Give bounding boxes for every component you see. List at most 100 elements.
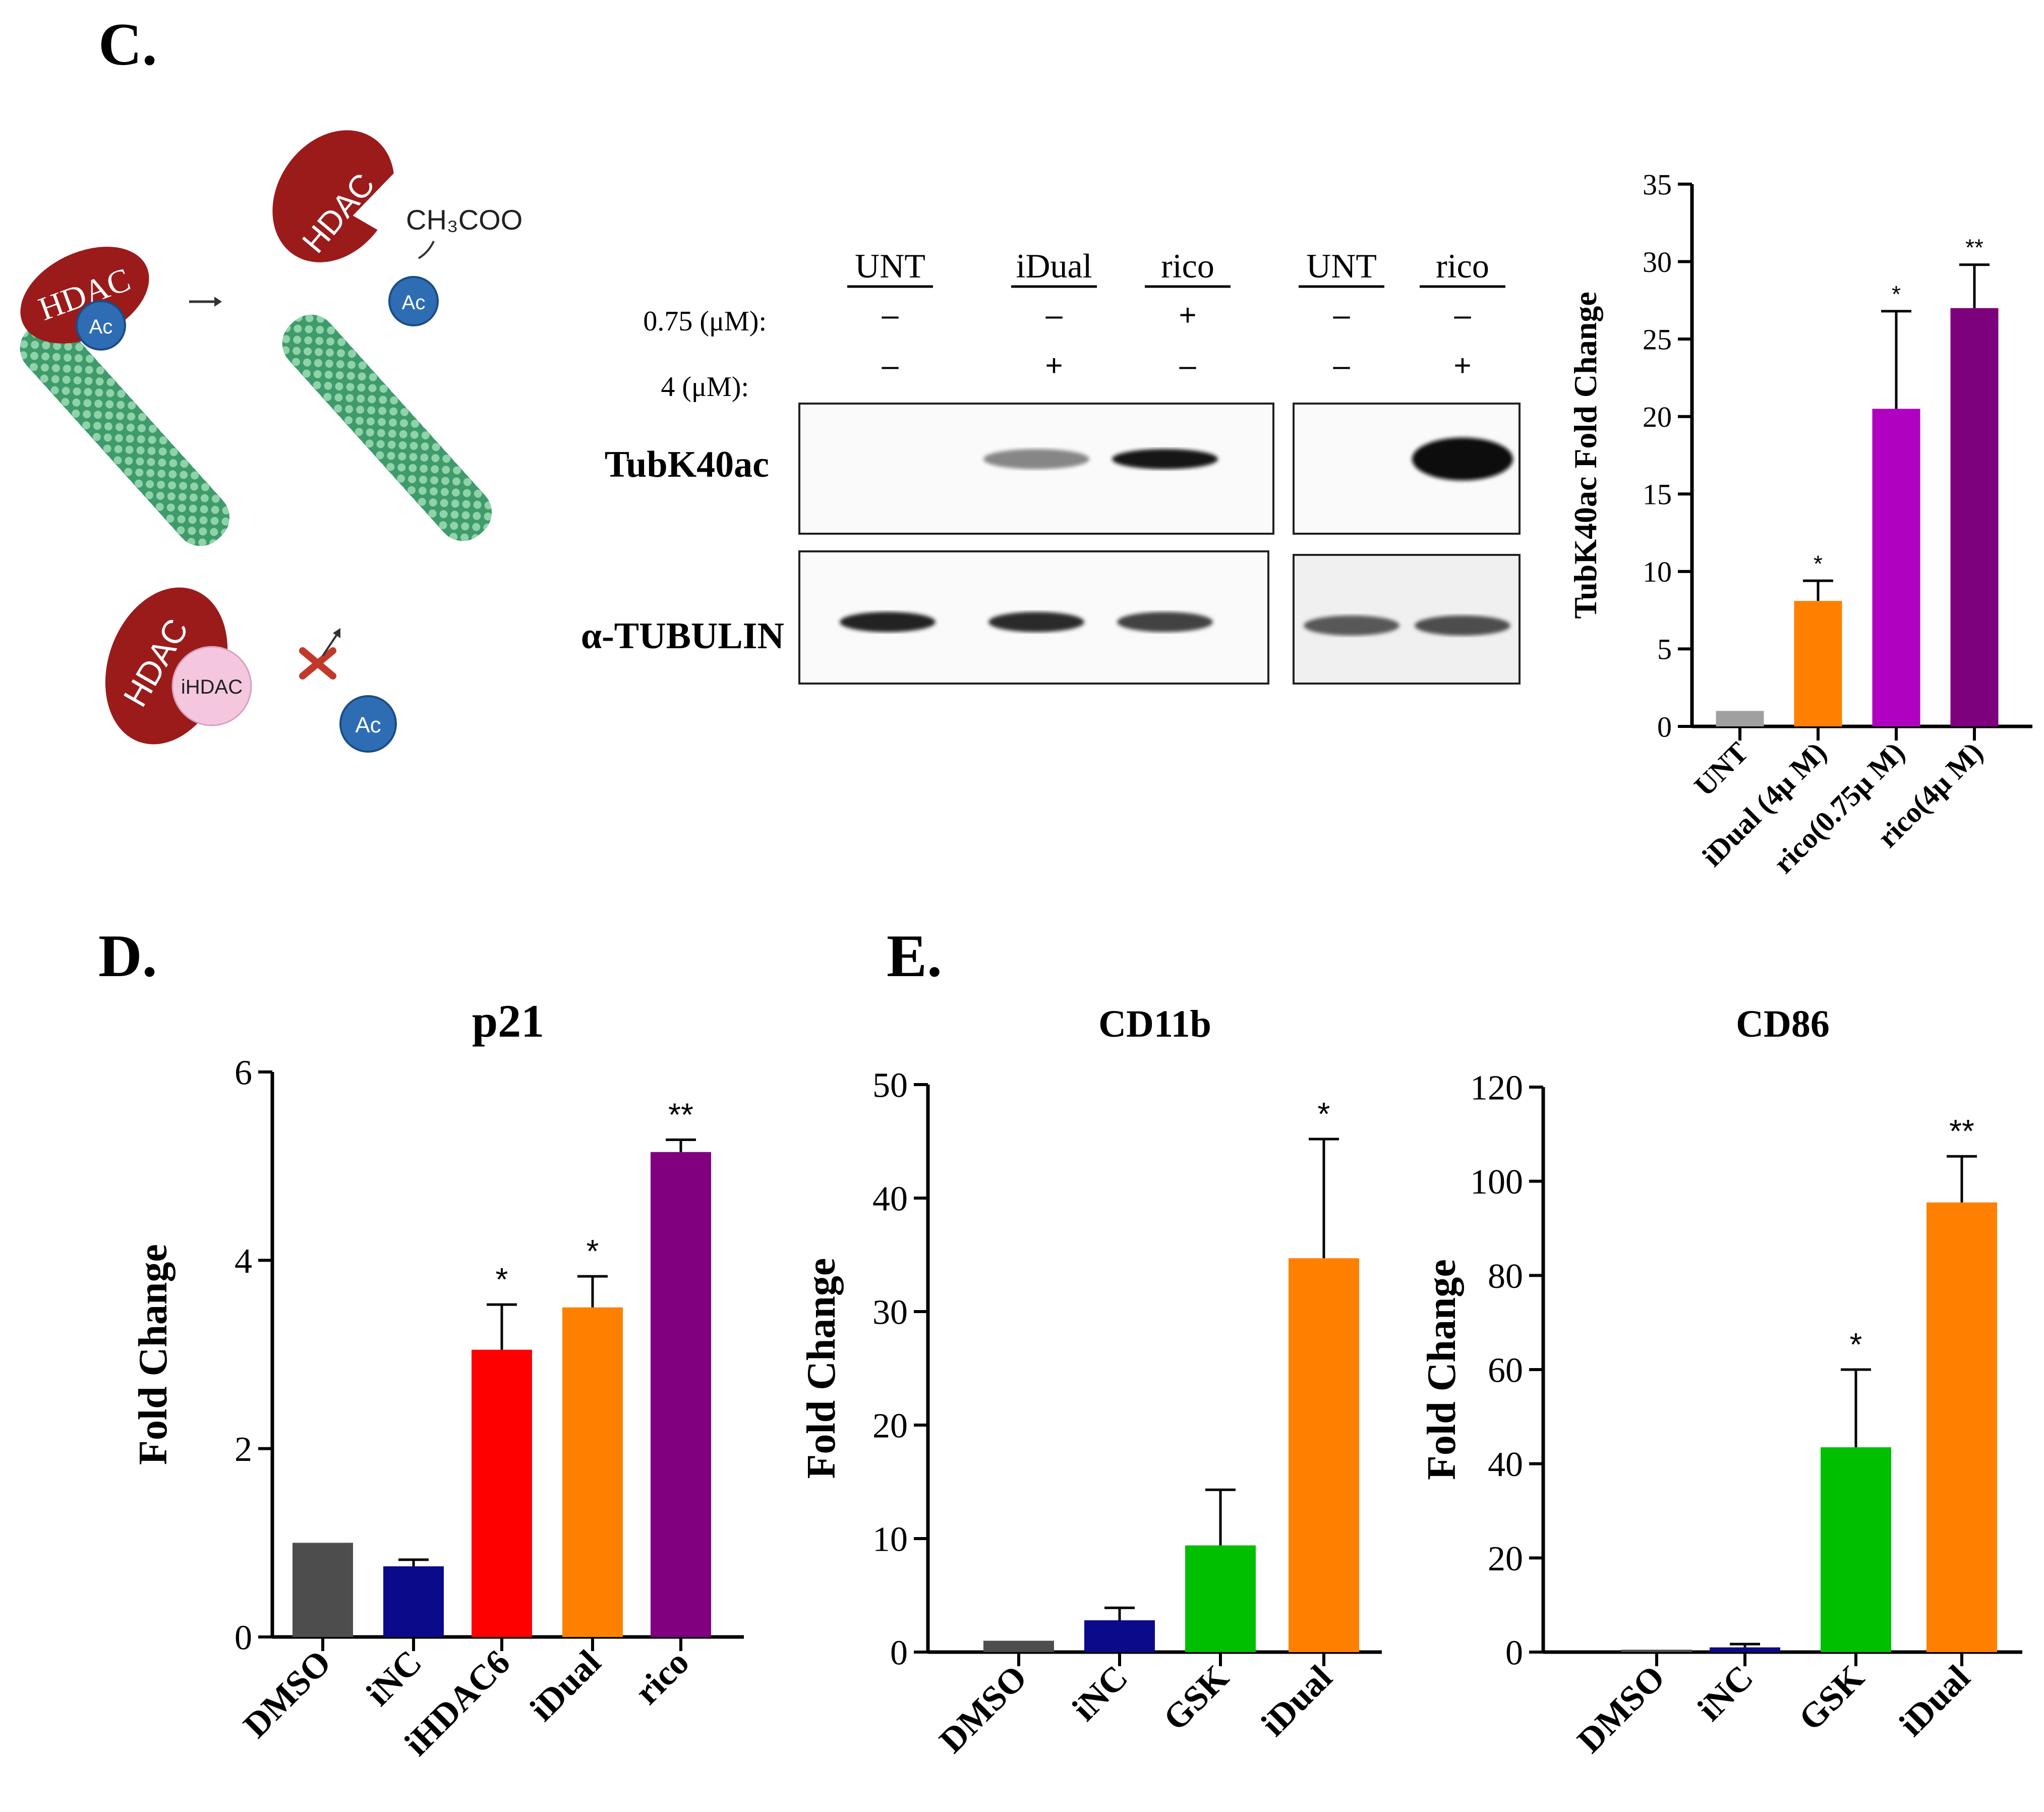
bar	[293, 1543, 353, 1637]
y-tick-label: 40	[872, 1180, 908, 1219]
y-tick-label: 5	[1657, 633, 1672, 666]
chart-title: CD86	[1736, 1003, 1830, 1045]
acetyl-label-1: Ac	[89, 316, 113, 338]
blot-band	[1412, 437, 1513, 481]
x-tick-label: iNC	[1690, 1658, 1761, 1729]
y-tick-label: 25	[1643, 323, 1672, 356]
y-axis-label: Fold Change	[131, 1244, 176, 1465]
bar	[1926, 1202, 1997, 1652]
y-tick-label: 20	[872, 1407, 908, 1446]
bar	[1950, 308, 1999, 726]
chart-e1: CD11b Fold Change 0 10 20 30 40 50 DMSO iNC GSK * iD…	[799, 1003, 1382, 1761]
microtubule-right	[282, 314, 492, 541]
bar	[983, 1640, 1054, 1652]
significance-marker: **	[668, 1096, 693, 1132]
bar	[651, 1152, 711, 1637]
significance-marker: *	[1850, 1326, 1862, 1363]
x-tick-label: UNT	[1688, 735, 1755, 803]
product-label: CH₃COO	[406, 204, 522, 236]
conc-mark: –	[882, 349, 899, 382]
y-tick-label: 0	[1657, 710, 1672, 743]
y-tick-label: 10	[1643, 555, 1672, 588]
y-tick-label: 80	[1488, 1257, 1523, 1296]
significance-marker: **	[1949, 1113, 1974, 1149]
conc-mark: +	[1045, 349, 1063, 382]
significance-marker: *	[1814, 550, 1823, 577]
y-axis-label: Fold Change	[799, 1258, 844, 1479]
conc-mark: –	[882, 298, 899, 332]
x-tick-label: GSK	[1156, 1658, 1236, 1738]
conc-mark: –	[1179, 349, 1196, 382]
blot-band	[1112, 449, 1218, 469]
y-tick-label: 2	[235, 1430, 252, 1469]
bar	[1621, 1650, 1692, 1652]
hdac-schematic: HDAC Ac HDAC CH₃COO Ac HDAC iHDAC Ac	[20, 130, 522, 753]
y-tick-label: 100	[1470, 1163, 1523, 1202]
panel-label-c: C.	[98, 11, 157, 78]
hdac-bound: HDAC Ac	[20, 247, 149, 351]
x-tick-label: iDual	[522, 1643, 608, 1729]
y-tick-label: 4	[235, 1242, 252, 1281]
x-tick-label: iDual	[1892, 1658, 1977, 1744]
inhibitor-icon	[171, 646, 252, 726]
microtubule-left	[20, 319, 229, 546]
blot-band	[988, 612, 1084, 632]
y-tick-label: 20	[1643, 401, 1672, 433]
significance-marker: *	[1318, 1096, 1330, 1132]
x-tick-label: DMSO	[1570, 1658, 1672, 1761]
x-tick-label: DMSO	[236, 1643, 338, 1745]
x-tick-label: iNC	[1065, 1658, 1136, 1729]
bar	[1716, 711, 1764, 726]
x-tick-label: rico	[627, 1643, 696, 1712]
y-tick-label: 15	[1643, 478, 1672, 511]
conc-mark: –	[1045, 298, 1063, 332]
western-blot: UNT iDual rico UNT rico – – + – – – + – – + 0.75 (μM):…	[581, 247, 1521, 685]
lane-header: iDual	[1016, 247, 1092, 285]
acetyl-free-icon-2	[339, 695, 397, 753]
x-tick-label: DMSO	[932, 1658, 1034, 1761]
chart-e2: CD86 Fold Change 0 20 40 60 80 100 120 DMSO iNC * GS…	[1420, 1003, 2022, 1761]
chart-c: TubK40ac Fold Change05101520253035UNT*iD…	[1567, 168, 2032, 880]
bar	[472, 1349, 532, 1637]
row-label-tubulin: α-TUBULIN	[581, 615, 784, 657]
y-tick-label: 60	[1488, 1351, 1523, 1390]
acetyl-label-3: Ac	[355, 713, 381, 738]
significance-marker: **	[1965, 235, 1983, 261]
bar	[1084, 1620, 1155, 1652]
y-tick-label: 6	[235, 1054, 252, 1093]
lane-header: UNT	[855, 247, 925, 285]
conc-mark: –	[1333, 298, 1350, 332]
conc-mark: –	[1333, 349, 1350, 382]
y-tick-label: 0	[890, 1634, 908, 1673]
conc-label-4: 4 (μM):	[661, 371, 749, 403]
significance-marker: *	[1892, 281, 1901, 307]
inhibitor-label: iHDAC	[181, 676, 243, 698]
y-tick-label: 0	[235, 1619, 252, 1658]
y-tick-label: 30	[872, 1293, 908, 1332]
x-tick-label: GSK	[1791, 1658, 1872, 1738]
y-tick-label: 10	[872, 1520, 908, 1559]
bar	[1794, 601, 1842, 726]
hdac-blob-2	[272, 130, 394, 262]
conc-mark: +	[1179, 298, 1196, 332]
y-tick-label: 0	[1505, 1634, 1523, 1673]
x-tick-label: iDual	[1254, 1658, 1339, 1744]
block-icon	[299, 647, 336, 680]
hdac-inhibited: HDAC iHDAC Ac	[105, 587, 397, 753]
blot-band	[1304, 615, 1399, 636]
bar	[1185, 1545, 1256, 1652]
bar	[1872, 409, 1920, 726]
lane-header: rico	[1436, 247, 1489, 285]
significance-marker: *	[496, 1261, 508, 1297]
lane-header: rico	[1161, 247, 1214, 285]
row-label-tubk40ac: TubK40ac	[605, 444, 769, 485]
conc-mark: +	[1453, 349, 1471, 382]
y-axis-label: TubK40ac Fold Change	[1567, 292, 1603, 618]
significance-marker: *	[587, 1233, 599, 1269]
x-tick-label: iNC	[359, 1643, 430, 1714]
acetyl-bound-icon	[76, 300, 126, 351]
y-axis-label: Fold Change	[1420, 1259, 1464, 1480]
blot-band	[1415, 615, 1510, 636]
hdac-released: HDAC CH₃COO Ac	[272, 130, 522, 326]
